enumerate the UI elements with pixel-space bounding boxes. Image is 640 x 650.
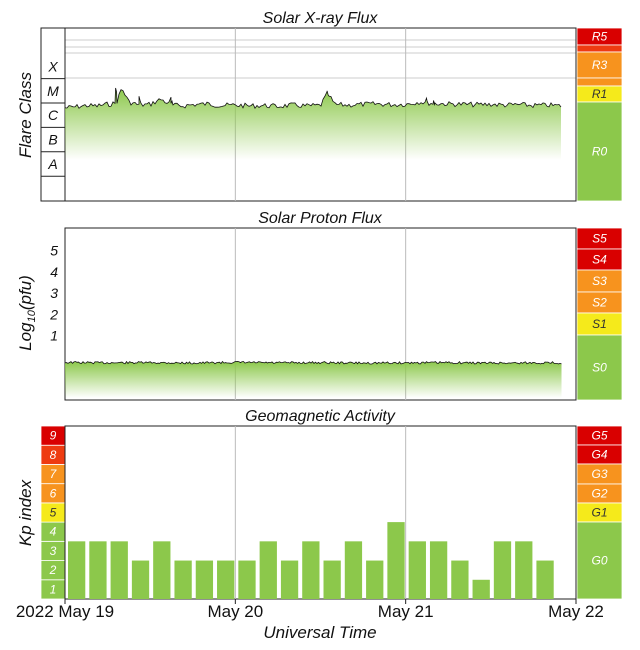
xray-tick-label: A (47, 156, 57, 172)
kp-bar (493, 541, 512, 599)
proton-tick-label: 1 (50, 328, 58, 344)
kp-bar (323, 560, 341, 599)
kp-bar (174, 560, 192, 599)
x-tick-label: May 20 (207, 602, 263, 621)
kp-bar (259, 541, 277, 599)
kp-panel: 1 2 3 4 5 6 7 8 9 G5 G4 G3 G2 G1 G0 (40, 425, 623, 600)
kp-tick-label: 1 (50, 582, 57, 596)
kp-bar (366, 560, 384, 599)
proton-scale-band (576, 334, 623, 401)
kp-tick-label: 9 (50, 429, 57, 443)
xray-tick-label: X (47, 58, 58, 74)
xray-scale-label: R3 (592, 58, 608, 72)
kp-tick-label: 4 (50, 525, 57, 539)
xray-tick-label: C (48, 107, 59, 123)
kp-bar (238, 560, 256, 599)
x-tick-label: May 21 (378, 602, 434, 621)
kp-bar (472, 579, 490, 599)
kp-bar (110, 541, 128, 599)
kp-bar (195, 560, 214, 599)
kp-bar (429, 541, 448, 599)
proton-flux-line (64, 360, 562, 365)
xray-scale-band (576, 44, 623, 53)
proton-tick-label: 3 (50, 285, 58, 301)
proton-scale-label: S5 (592, 232, 607, 246)
proton-flux-area (65, 361, 562, 398)
kp-scale-label: G2 (591, 487, 607, 501)
kp-bar (536, 560, 554, 599)
kp-bar (387, 522, 405, 599)
kp-scale-label: G4 (591, 448, 607, 462)
xray-flux-area (65, 88, 561, 160)
proton-panel: 1 2 3 4 5 S5 S4 S3 S2 S1 S0 (49, 227, 623, 401)
kp-tick-label: 7 (50, 467, 58, 481)
kp-bar (89, 541, 107, 599)
kp-scale-band (576, 521, 623, 600)
kp-tick-label: 5 (50, 506, 57, 520)
kp-y-label: Kp index (16, 479, 35, 546)
xray-y-label: Flare Class (16, 72, 35, 158)
kp-frame (64, 425, 577, 600)
xray-tick-label: M (47, 83, 59, 99)
proton-tick-label: 4 (50, 264, 58, 280)
xray-tick-label: B (48, 132, 57, 148)
xray-class-box (40, 27, 66, 202)
kp-bar (217, 560, 235, 599)
proton-scale-label: S3 (592, 274, 607, 288)
kp-bar (408, 541, 426, 599)
xray-scale-label: R1 (592, 87, 607, 101)
x-tick-label: 2022 May 19 (16, 602, 114, 621)
xray-scale-label: R5 (592, 30, 608, 44)
proton-tick-label: 2 (49, 306, 58, 322)
kp-bar (131, 560, 150, 599)
kp-bar (68, 541, 86, 599)
x-axis-label: Universal Time (263, 623, 376, 642)
proton-scale-label: S2 (592, 296, 607, 310)
xray-title: Solar X-ray Flux (263, 10, 379, 27)
kp-bar (451, 560, 469, 599)
proton-frame (64, 227, 577, 401)
kp-bar (302, 541, 320, 599)
xray-flux-line (64, 87, 562, 109)
xray-scale-band (576, 101, 623, 202)
kp-tick-label: 6 (50, 486, 57, 500)
kp-scale-label: G5 (591, 429, 607, 443)
proton-tick-label: 5 (50, 243, 58, 259)
kp-tick-label: 2 (49, 563, 57, 577)
kp-bar (153, 541, 171, 599)
kp-bar (515, 541, 533, 599)
xray-scale-band (576, 77, 623, 87)
proton-y-label: Log10(pfu) (16, 275, 38, 351)
kp-scale-label: G1 (591, 506, 607, 520)
proton-title: Solar Proton Flux (258, 210, 383, 227)
x-axis: 2022 May 19 May 20 May 21 May 22 (16, 599, 604, 621)
xray-scale-band (576, 51, 623, 79)
kp-bar (344, 541, 363, 599)
kp-tick-label: 3 (50, 544, 57, 558)
kp-scale-label: G0 (591, 554, 607, 568)
xray-scale-label: R0 (592, 145, 608, 159)
kp-scale-label: G3 (591, 467, 607, 481)
proton-scale-label: S1 (592, 317, 607, 331)
kp-title: Geomagnetic Activity (245, 408, 396, 425)
x-tick-label: May 22 (548, 602, 604, 621)
kp-tick-label: 8 (50, 448, 57, 462)
kp-bar (280, 560, 299, 599)
proton-scale-label: S0 (592, 361, 607, 375)
proton-scale-label: S4 (592, 253, 607, 267)
